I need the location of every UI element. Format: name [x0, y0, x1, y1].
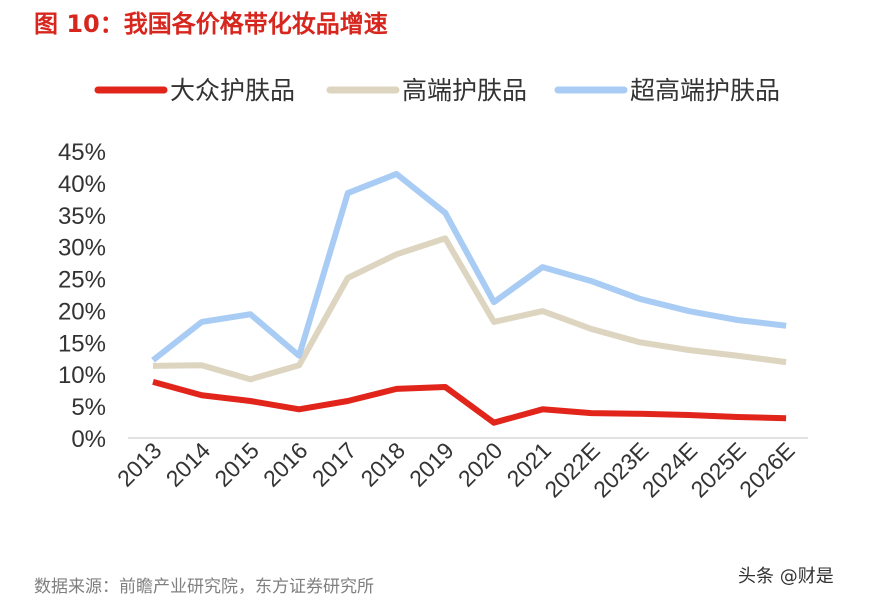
source-note: 数据来源：前瞻产业研究院，东方证券研究所 — [34, 577, 374, 597]
x-tick-label: 2024E — [637, 437, 702, 502]
y-tick-label: 10% — [58, 362, 106, 389]
x-tick-label: 2016 — [258, 437, 313, 492]
series-line-2 — [151, 170, 787, 363]
y-tick-label: 5% — [71, 394, 106, 421]
x-tick-label: 2017 — [307, 437, 362, 492]
x-tick-label: 2023E — [588, 437, 653, 502]
legend-label: 大众护肤品 — [170, 76, 295, 105]
y-tick-label: 15% — [58, 330, 106, 357]
series-line-0 — [152, 378, 787, 426]
x-tick-label: 2013 — [112, 437, 167, 492]
figure-title: 图 10：我国各价格带化妆品增速 — [34, 10, 388, 38]
y-tick-label: 25% — [58, 267, 106, 294]
y-tick-label: 0% — [71, 426, 106, 453]
x-tick-label: 2019 — [404, 437, 459, 492]
x-tick-label: 2020 — [453, 437, 508, 492]
y-tick-label: 40% — [58, 171, 106, 198]
legend-label: 超高端护肤品 — [630, 76, 780, 105]
y-tick-label: 35% — [58, 203, 106, 230]
y-tick-label: 30% — [58, 235, 106, 262]
legend-label: 高端护肤品 — [402, 76, 527, 105]
x-tick-label: 2025E — [686, 437, 751, 502]
y-tick-label: 20% — [58, 298, 106, 325]
x-tick-label: 2014 — [161, 437, 216, 492]
x-tick-label: 2015 — [209, 437, 264, 492]
y-tick-label: 45% — [58, 139, 106, 166]
watermark: 头条 @财是 — [738, 566, 834, 587]
series-line-1 — [152, 235, 787, 383]
x-tick-label: 2026E — [734, 437, 799, 502]
x-tick-label: 2018 — [355, 437, 410, 492]
x-tick-label: 2022E — [539, 437, 604, 502]
